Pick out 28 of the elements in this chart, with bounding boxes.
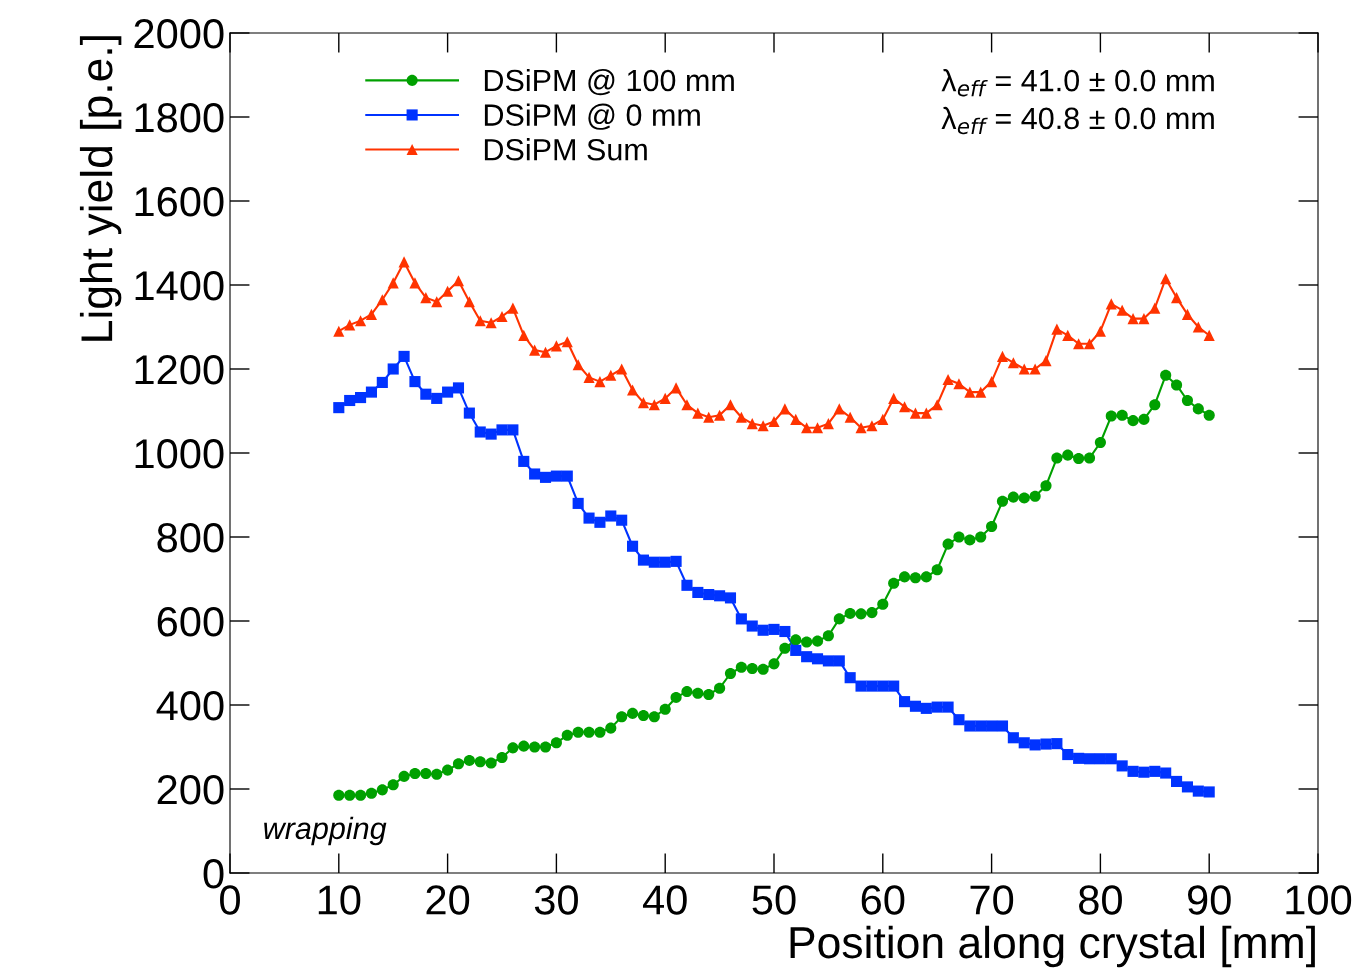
y-tick-label: 600 <box>157 607 224 637</box>
x-tick-label: 10 <box>318 885 361 915</box>
y-tick-label: 1200 <box>135 355 224 385</box>
x-tick-label: 50 <box>752 885 796 915</box>
y-tick-label: 400 <box>156 691 224 721</box>
x-tick-label: 30 <box>534 885 578 915</box>
x-tick-label: 100 <box>1286 885 1352 915</box>
y-tick-label: 2000 <box>134 19 224 49</box>
y-axis-title: Light yield [p.e.] <box>79 36 122 341</box>
annotation: λ$_{eff}$ = 40.8 ± 0.0 mm <box>941 106 1214 135</box>
legend-label: DSiPM @ 100 mm <box>484 68 734 96</box>
y-tick-label: 1800 <box>135 103 224 133</box>
x-tick-label: 20 <box>426 885 470 915</box>
y-tick-label: 200 <box>157 775 224 805</box>
y-tick-label: 1600 <box>135 187 224 217</box>
x-tick-label: 80 <box>1079 885 1122 915</box>
x-tick-label: 60 <box>861 885 905 915</box>
y-tick-label: 1400 <box>135 271 224 301</box>
annotation: λ$_{eff}$ = 41.0 ± 0.0 mm <box>941 69 1214 97</box>
x-tick-label: 90 <box>1187 885 1231 915</box>
legend-label: DSiPM @ 0 mm <box>484 103 700 130</box>
y-tick-label: 1000 <box>135 439 224 469</box>
x-tick-label: 40 <box>642 885 687 915</box>
x-tick-label: 70 <box>970 885 1014 915</box>
y-tick-label: 800 <box>157 523 224 553</box>
legend-label: DSiPM Sum <box>484 138 647 161</box>
x-axis-title: Position along crystal [mm] <box>790 925 1315 968</box>
annotation: wrapping <box>264 816 387 846</box>
